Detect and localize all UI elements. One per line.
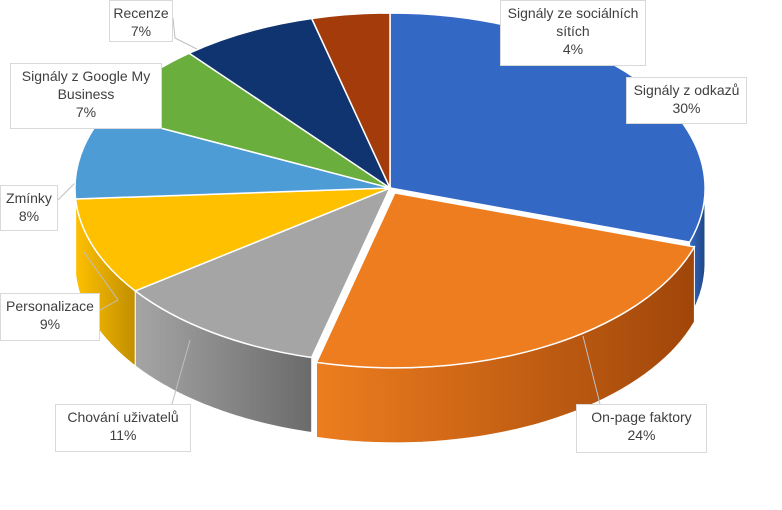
slice-label-text: sítích bbox=[556, 23, 590, 39]
slice-label-text: On-page faktory bbox=[591, 409, 692, 425]
slice-label-text: Signály ze sociálních bbox=[507, 5, 639, 21]
slice-label-2: Chování uživatelů 11% bbox=[55, 404, 191, 452]
slice-label-text: Zmínky bbox=[6, 190, 52, 206]
slice-percent: 7% bbox=[130, 23, 152, 39]
slice-label-5: Signály z Google My Business 7% bbox=[10, 63, 162, 129]
slice-percent: 30% bbox=[672, 100, 701, 116]
leader-line-3 bbox=[83, 251, 119, 311]
slice-label-1: On-page faktory 24% bbox=[576, 404, 707, 453]
leader-line-2 bbox=[171, 339, 191, 405]
pie-slice-7 bbox=[310, 12, 391, 189]
leader-line-1 bbox=[582, 335, 601, 405]
slice-label-7: Signály ze sociálních sítích 4% bbox=[500, 0, 646, 66]
slice-label-text: Signály z Google My bbox=[21, 68, 151, 84]
slice-percent: 4% bbox=[562, 41, 584, 57]
slice-percent: 9% bbox=[39, 316, 61, 332]
slice-label-text: Business bbox=[57, 86, 115, 102]
slice-label-0: Signály z odkazů 30% bbox=[626, 77, 747, 124]
slice-label-3: Personalizace 9% bbox=[0, 293, 100, 341]
slice-tops bbox=[74, 12, 706, 369]
slice-label-text: Signály z odkazů bbox=[633, 82, 740, 98]
slice-label-text: Personalizace bbox=[6, 298, 94, 314]
pie-slice-6 bbox=[187, 17, 392, 191]
pie-slice-2 bbox=[133, 186, 392, 359]
slice-percent: 8% bbox=[18, 208, 40, 224]
slice-percent: 24% bbox=[627, 427, 656, 443]
slice-label-text: Recenze bbox=[113, 5, 169, 21]
pie-slice-1 bbox=[315, 192, 696, 369]
slice-label-4: Zmínky 8% bbox=[0, 185, 58, 231]
slice-label-text: Chování uživatelů bbox=[67, 409, 179, 425]
pie-slice-3 bbox=[74, 187, 391, 292]
slice-percent: 11% bbox=[109, 427, 137, 443]
slice-percent: 7% bbox=[75, 104, 97, 120]
slice-label-6: Recenze 7% bbox=[109, 0, 173, 42]
